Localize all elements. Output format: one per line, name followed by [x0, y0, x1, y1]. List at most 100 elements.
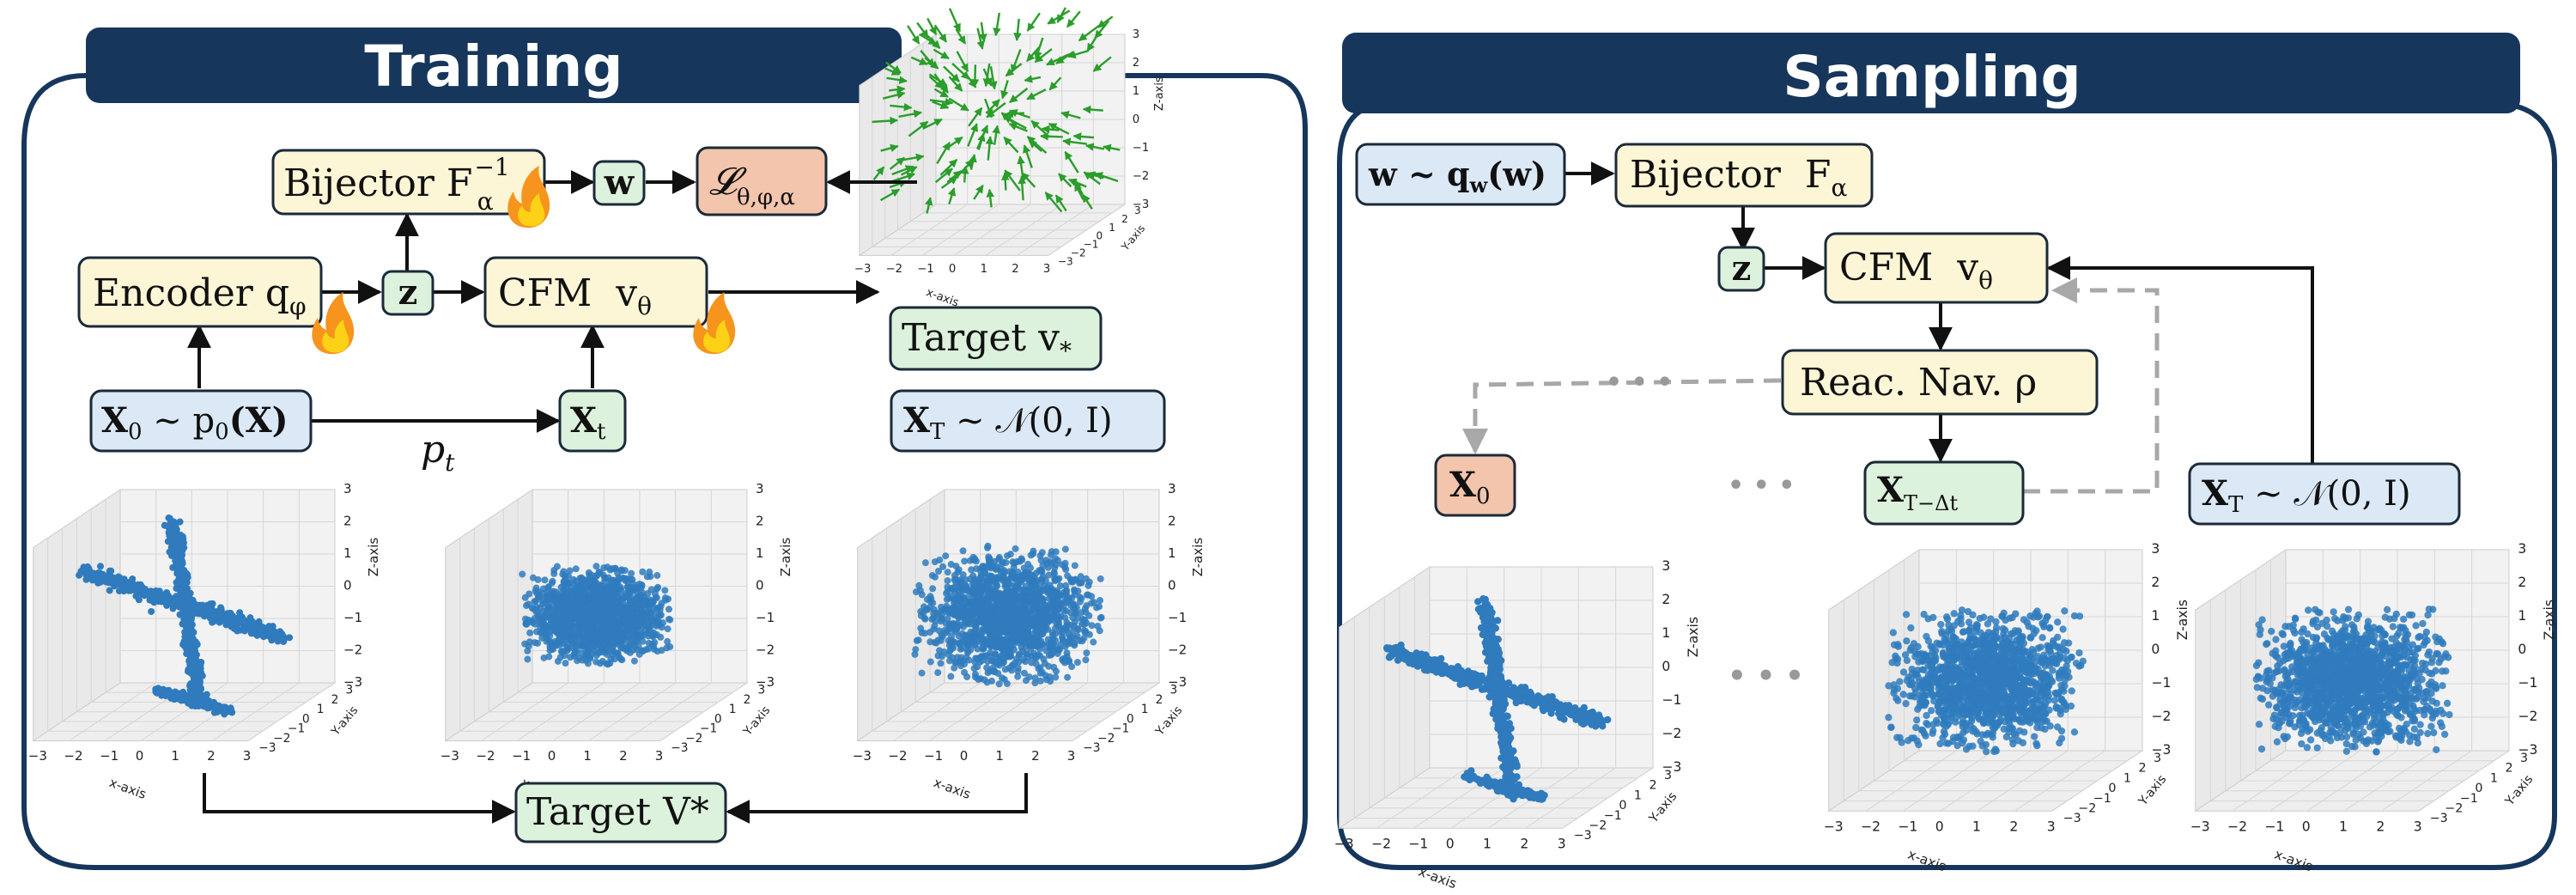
point	[1030, 592, 1037, 600]
x-tick-label: 3	[1067, 748, 1076, 764]
point	[146, 596, 154, 604]
x-tick-label: −2	[64, 748, 82, 764]
point	[1012, 545, 1019, 552]
z-tick-label: −2	[343, 642, 362, 658]
point	[1020, 564, 1028, 572]
point	[521, 615, 529, 623]
point	[939, 563, 947, 570]
y-tick-label: 0	[1619, 799, 1626, 813]
point	[639, 601, 647, 609]
x-tick-label: 3	[655, 748, 664, 764]
point	[125, 585, 133, 593]
point	[1071, 635, 1078, 642]
point	[1032, 569, 1040, 577]
x-tick-label: 1	[583, 748, 592, 764]
point	[918, 669, 926, 677]
point	[608, 611, 616, 618]
point	[1510, 756, 1519, 764]
point	[1036, 677, 1044, 685]
point	[184, 618, 191, 626]
point	[970, 665, 978, 673]
point	[1054, 614, 1061, 622]
point	[967, 646, 975, 654]
y-axis-label: Y-axis	[328, 703, 361, 739]
point	[617, 634, 625, 642]
point	[185, 598, 192, 606]
point	[1094, 622, 1102, 630]
point	[665, 606, 673, 613]
point	[536, 613, 544, 621]
z-tick-label: −3	[343, 674, 362, 690]
point	[1500, 747, 1508, 755]
point	[914, 636, 922, 644]
point	[609, 576, 617, 584]
point	[1093, 604, 1101, 612]
point	[562, 660, 569, 667]
point	[1052, 555, 1060, 563]
point	[665, 615, 673, 623]
point	[114, 573, 122, 581]
point	[1051, 642, 1059, 649]
z-tick-label: 1	[343, 545, 352, 561]
point	[98, 575, 106, 583]
x-tick-label: 1	[995, 748, 1004, 764]
point	[184, 607, 191, 615]
point	[1003, 576, 1011, 584]
sampling-title: Sampling	[1783, 44, 2081, 110]
point	[215, 706, 222, 714]
point	[622, 593, 629, 600]
point	[984, 542, 992, 550]
z-tick-label: 3	[343, 481, 352, 496]
point	[611, 564, 619, 572]
point	[627, 635, 635, 642]
point	[1051, 624, 1059, 632]
point	[586, 600, 593, 608]
y-tick-label: −2	[685, 732, 702, 746]
point	[1078, 637, 1086, 645]
point	[1011, 559, 1018, 567]
x-tick-label: 0	[1446, 837, 1455, 852]
point	[604, 586, 611, 594]
point	[1059, 655, 1066, 663]
point	[637, 629, 645, 636]
z-tick-label: 0	[1168, 578, 1176, 594]
z-tick-label: 3	[756, 481, 764, 496]
point	[132, 592, 140, 600]
x-tick-label: 1	[1483, 837, 1492, 852]
point	[619, 574, 627, 581]
point	[630, 657, 638, 665]
point	[524, 647, 532, 655]
point	[564, 645, 572, 653]
point	[614, 650, 622, 658]
z-axis-label: Z-axis	[366, 538, 381, 577]
point	[654, 617, 662, 624]
point	[983, 612, 991, 619]
x-tick-label: −3	[1334, 837, 1354, 852]
point	[1038, 668, 1046, 676]
point	[534, 575, 542, 583]
z-tick-label: −1	[756, 610, 775, 625]
z-axis-label: Z-axis	[778, 538, 793, 577]
point	[255, 618, 263, 625]
x-tick-label: −2	[888, 748, 907, 764]
point	[524, 655, 532, 663]
x-tick-label: 2	[619, 748, 628, 764]
point	[934, 669, 942, 677]
point	[588, 571, 596, 579]
z-tick-label: 1	[1662, 625, 1670, 641]
point	[1005, 624, 1013, 631]
point	[1003, 636, 1011, 643]
point	[161, 597, 169, 605]
point	[646, 604, 653, 612]
point	[1003, 679, 1011, 687]
point	[627, 583, 635, 591]
point	[1064, 673, 1072, 681]
point	[579, 656, 586, 664]
point	[573, 600, 580, 607]
point	[607, 655, 615, 663]
point	[918, 591, 926, 599]
point	[1030, 616, 1038, 624]
point	[1048, 548, 1055, 556]
